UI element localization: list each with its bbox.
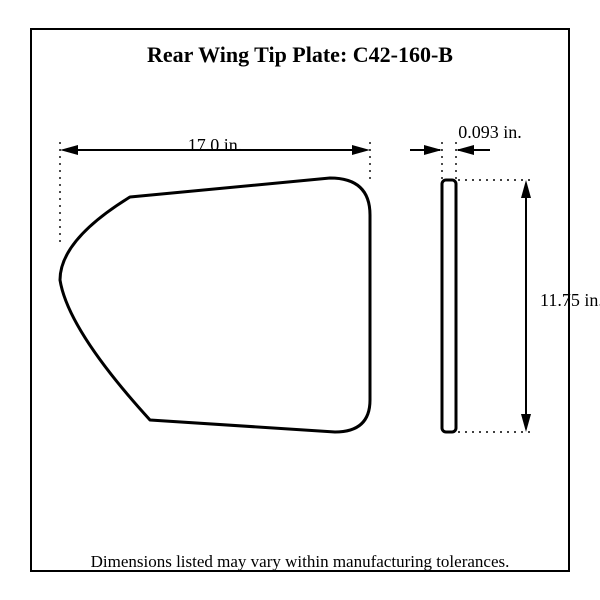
tolerance-note: Dimensions listed may vary within manufa… — [0, 552, 600, 572]
dim-width-label: 17.0 in. — [155, 135, 275, 156]
drawing-canvas — [0, 0, 600, 600]
dim-height-label: 11.75 in. — [540, 290, 600, 311]
dim-thickness-label: 0.093 in. — [440, 122, 540, 143]
